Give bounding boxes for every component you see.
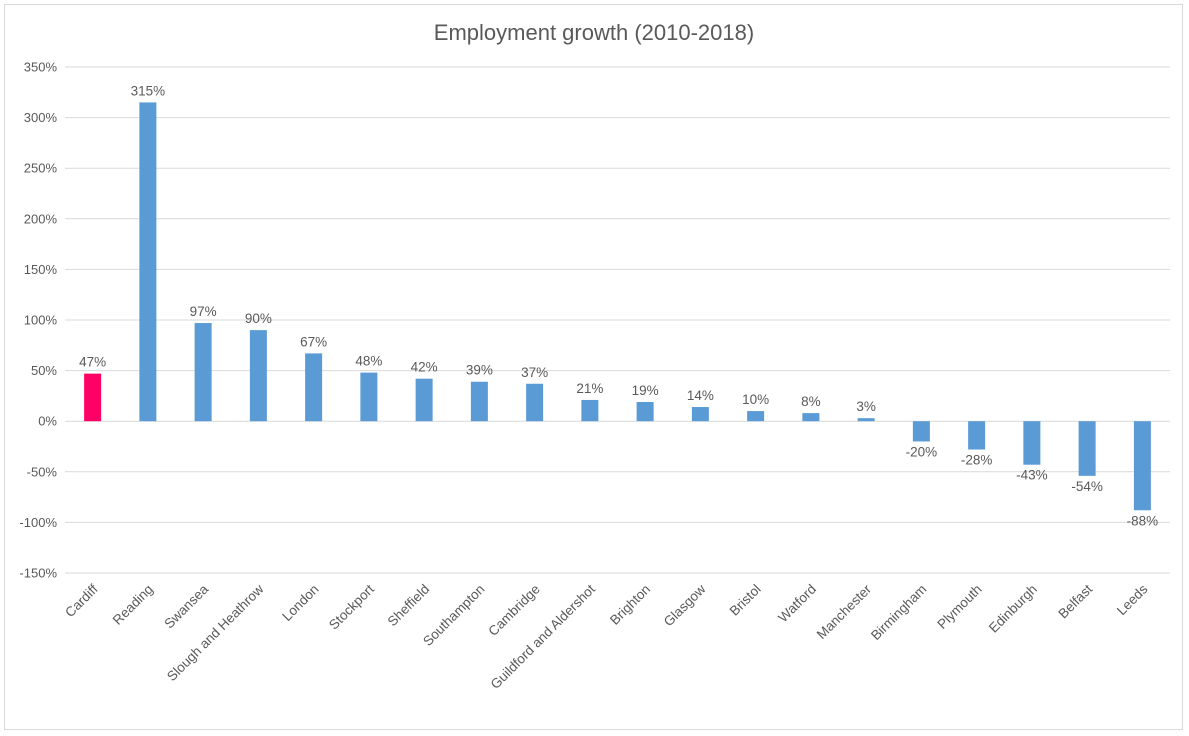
- category-label: Bristol: [727, 582, 764, 619]
- data-label: 37%: [521, 365, 548, 380]
- y-tick-label: 250%: [24, 161, 58, 176]
- y-tick-label: 100%: [24, 313, 58, 328]
- bar: [802, 413, 820, 422]
- bar: [747, 411, 765, 422]
- category-label: Birmingham: [868, 582, 930, 644]
- y-tick-label: -100%: [19, 515, 57, 530]
- bar: [139, 102, 157, 422]
- category-label: Leeds: [1114, 581, 1151, 618]
- bar: [470, 381, 488, 422]
- y-tick-label: 200%: [24, 211, 58, 226]
- gridlines: [65, 66, 1170, 574]
- category-label: Cambridge: [485, 582, 542, 639]
- bar: [415, 378, 433, 422]
- bar: [194, 323, 212, 422]
- data-label: 3%: [856, 399, 876, 414]
- category-label: Manchester: [814, 581, 875, 642]
- category-label: Brighton: [607, 582, 653, 628]
- data-label: 10%: [742, 392, 769, 407]
- data-label: -28%: [961, 453, 993, 468]
- data-labels: 47% 315% 97% 90% 67% 48% 42% 39% 37% 21% 19% 14% 10%…: [79, 83, 1158, 528]
- data-label: -20%: [906, 444, 938, 459]
- y-tick-label: -50%: [27, 464, 58, 479]
- bar: [249, 330, 267, 422]
- bar: [305, 353, 323, 422]
- bar: [1023, 421, 1041, 465]
- category-label: Reading: [110, 582, 156, 628]
- y-tick-label: 350%: [24, 60, 58, 75]
- data-label: 47%: [79, 355, 106, 370]
- category-label: Plymouth: [934, 582, 984, 632]
- bar: [857, 418, 875, 422]
- bar: [636, 401, 654, 422]
- category-label: Slough and Heathrow: [164, 581, 267, 684]
- bar: [1078, 421, 1096, 476]
- data-label: 97%: [190, 304, 217, 319]
- category-label: Watford: [775, 582, 819, 626]
- category-label: Cardiff: [62, 581, 101, 620]
- category-label: Belfast: [1055, 581, 1095, 621]
- y-tick-label: 300%: [24, 110, 58, 125]
- data-label: 19%: [632, 383, 659, 398]
- data-label: 90%: [245, 311, 272, 326]
- y-tick-label: 50%: [31, 363, 57, 378]
- category-label: Glasgow: [661, 581, 709, 629]
- bar: [1133, 421, 1151, 511]
- y-axis-ticks: -150% -100% -50% 0% 50% 100% 150% 200% 250% 300% 3…: [19, 60, 57, 581]
- category-label: Sheffield: [385, 582, 433, 630]
- bar: [912, 421, 930, 442]
- category-label: Stockport: [326, 581, 377, 632]
- y-tick-label: -150%: [19, 566, 57, 581]
- data-label: -43%: [1016, 468, 1048, 483]
- data-label: 42%: [411, 360, 438, 375]
- bar: [360, 372, 378, 422]
- data-label: 315%: [131, 83, 166, 98]
- data-label: 39%: [466, 363, 493, 378]
- data-label: 67%: [300, 334, 327, 349]
- bar: [968, 421, 986, 450]
- data-label: 48%: [355, 354, 382, 369]
- data-label: 21%: [576, 381, 603, 396]
- data-label: 14%: [687, 388, 714, 403]
- data-label: -54%: [1071, 479, 1103, 494]
- category-label: Swansea: [161, 581, 211, 631]
- category-label: London: [279, 582, 321, 624]
- data-label: -88%: [1127, 513, 1159, 528]
- bars: [84, 102, 1151, 511]
- data-label: 8%: [801, 394, 821, 409]
- y-tick-label: 150%: [24, 262, 58, 277]
- chart-title: Employment growth (2010-2018): [434, 20, 754, 45]
- bar: [691, 407, 709, 422]
- y-tick-label: 0%: [38, 414, 57, 429]
- category-label: Guildford and Aldershot: [488, 581, 599, 692]
- bar: [581, 399, 599, 422]
- bar: [526, 383, 544, 422]
- bar: [84, 373, 102, 422]
- category-label: Edinburgh: [986, 582, 1040, 636]
